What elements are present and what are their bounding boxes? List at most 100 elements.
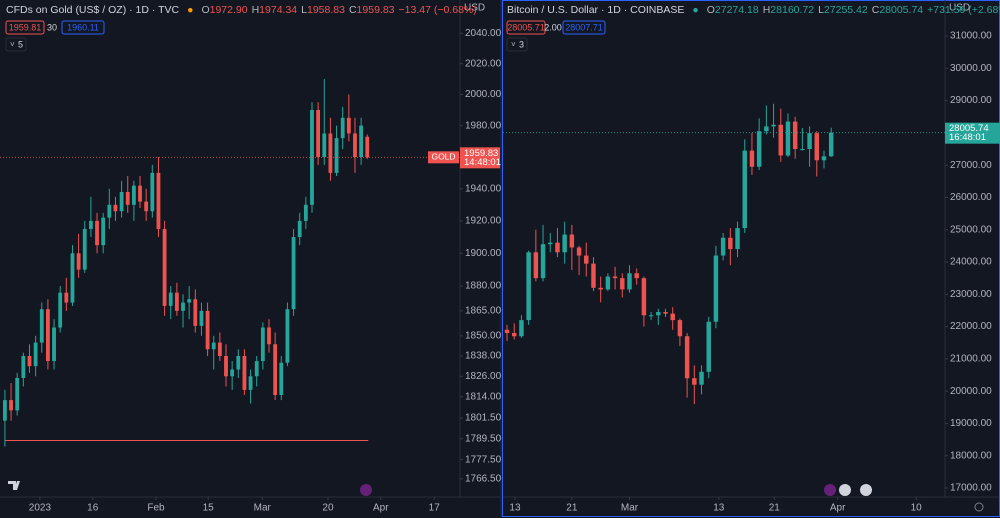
ohlc-value: 28005.74 <box>879 4 923 16</box>
candle-body <box>76 253 81 270</box>
countdown: 16:48:01 <box>949 132 986 143</box>
y-tick-label: 1838.00 <box>465 351 502 362</box>
tradingview-logo[interactable] <box>8 481 20 490</box>
candle-body <box>181 302 185 311</box>
candle-body <box>279 362 284 395</box>
candle-body <box>540 244 546 279</box>
y-tick-label: 20000.00 <box>950 386 992 397</box>
candle-body <box>526 252 531 321</box>
candle-body <box>285 309 290 363</box>
ohlc-label: L <box>818 4 824 16</box>
ohlc-value: 1972.90 <box>210 4 248 16</box>
x-tick-label: 2023 <box>29 503 52 514</box>
candle-body <box>828 132 834 157</box>
change: −13.47 (−0.68%) <box>399 4 477 16</box>
candle-body <box>46 309 50 362</box>
candle-body <box>88 220 93 229</box>
candle-body <box>365 136 370 158</box>
candle-body <box>340 117 345 139</box>
candle-body <box>699 371 704 385</box>
ohlc-value: 27274.18 <box>715 4 759 16</box>
candle-body <box>713 255 719 322</box>
y-tick-label: 1777.50 <box>465 454 502 465</box>
candle-body <box>728 237 733 250</box>
indicators-box <box>506 37 528 52</box>
y-tick-label: 1865.00 <box>465 305 502 316</box>
ask: 28007.71 <box>565 22 603 32</box>
bid: 28005.71 <box>507 22 545 32</box>
indicators-toggle[interactable]: ˅ 5 <box>5 37 27 52</box>
ask-box <box>562 20 606 35</box>
symbol-tag: GOLD <box>431 152 455 162</box>
event-icon[interactable] <box>824 484 836 496</box>
y-tick-label: 25000.00 <box>950 224 992 235</box>
candle-body <box>101 217 106 246</box>
last-price-box <box>460 147 500 169</box>
candle-body <box>303 204 308 221</box>
y-tick-label: 1814.00 <box>465 391 502 402</box>
indicators-toggle[interactable]: ˅ 3 <box>506 37 528 52</box>
axis-unit: USD <box>464 3 485 14</box>
y-tick-label: 19000.00 <box>950 418 992 429</box>
y-tick-label: 2020.00 <box>465 58 502 69</box>
candle-body <box>310 110 314 205</box>
axis-unit: USD <box>949 3 970 14</box>
indicators-chevron: ˅ <box>10 40 15 49</box>
y-tick-label: 1980.00 <box>465 120 502 131</box>
candle-body <box>168 292 173 306</box>
x-tick-label: 17 <box>429 503 441 514</box>
y-tick-label: 21000.00 <box>950 353 992 364</box>
y-tick-label: 24000.00 <box>950 257 992 268</box>
candle-body <box>684 336 690 379</box>
ohlc-label: L <box>301 4 307 16</box>
candle-body <box>353 133 357 158</box>
candle-body <box>95 220 99 246</box>
candle-body <box>663 312 668 314</box>
x-tick-label: 13 <box>509 503 521 514</box>
candle-body <box>548 242 553 245</box>
y-tick-label: 30000.00 <box>950 63 992 74</box>
candle-body <box>82 228 87 270</box>
candle-body <box>199 310 204 326</box>
candle-body <box>785 121 791 156</box>
y-tick-label: 31000.00 <box>950 31 992 42</box>
candle-body <box>328 133 333 173</box>
candle-body <box>771 124 776 127</box>
event-icon[interactable] <box>360 484 372 496</box>
settings-icon[interactable] <box>974 502 984 512</box>
candle-body <box>131 185 136 205</box>
candle-body <box>119 191 124 212</box>
candle-body <box>3 400 7 421</box>
y-tick-label: 1900.00 <box>465 248 502 259</box>
candle-body <box>576 247 582 256</box>
x-tick-label: 21 <box>566 503 578 514</box>
candle-body <box>64 292 69 303</box>
candle-body <box>205 310 210 350</box>
ohlc-label: O <box>707 4 715 16</box>
candle-body <box>138 185 142 202</box>
event-icon[interactable] <box>860 484 872 496</box>
last-price-box <box>945 122 1000 144</box>
event-icon[interactable] <box>839 484 851 496</box>
x-tick-label: 20 <box>322 503 334 514</box>
countdown: 14:48:01 <box>464 157 501 168</box>
y-tick-label: 1766.50 <box>465 473 502 484</box>
candle-body <box>52 327 56 362</box>
ask-box <box>61 20 105 35</box>
candle-body <box>555 242 560 253</box>
ohlc-value: 1958.83 <box>307 4 345 16</box>
candle-body <box>627 273 632 290</box>
candle-body <box>742 150 747 229</box>
legend-line: CFDs on Gold (US$ / OZ) · 1D · TVC ● O1972… <box>6 4 477 16</box>
x-tick-label: 15 <box>203 503 215 514</box>
y-tick-label: 1920.00 <box>465 216 502 227</box>
candle-body <box>778 124 783 156</box>
y-tick-label: 2040.00 <box>465 28 502 39</box>
candle-body <box>612 276 618 279</box>
candle-body <box>230 369 235 377</box>
legend-line: Bitcoin / U.S. Dollar · 1D · COINBASE ● O2… <box>507 4 1000 16</box>
candle-body <box>620 278 625 290</box>
candle-body <box>735 228 740 250</box>
candle-body <box>641 278 647 316</box>
symbol-title: Bitcoin / U.S. Dollar · 1D · COINBASE <box>507 4 684 16</box>
